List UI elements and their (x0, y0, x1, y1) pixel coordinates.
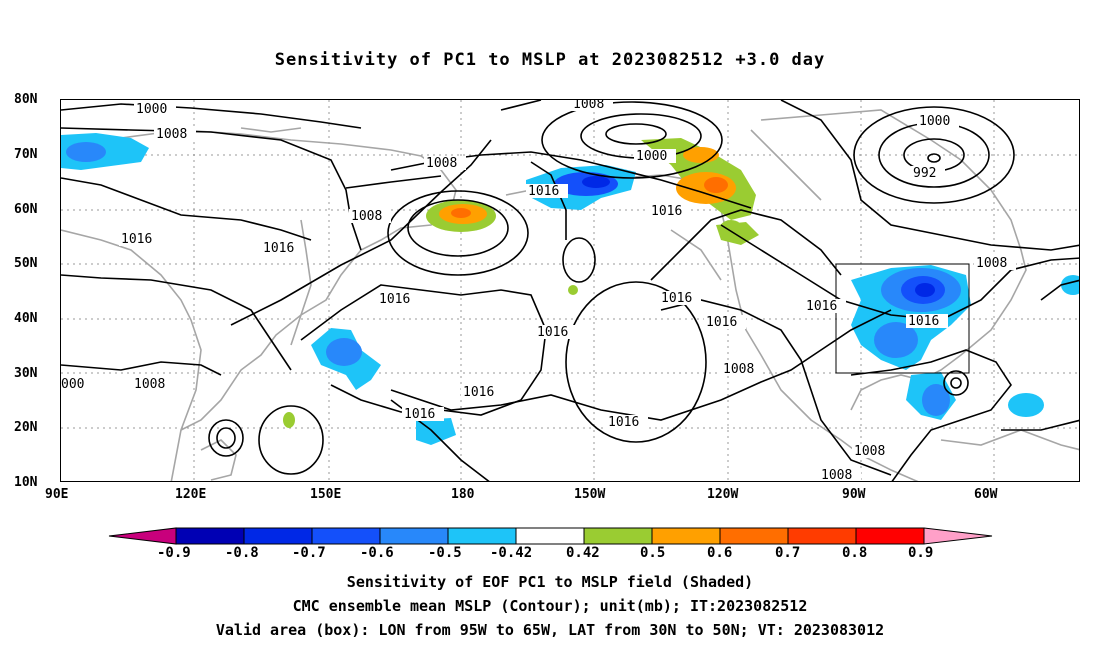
colorbar-arrow-right (923, 527, 993, 545)
colorbar-arrow-left (108, 527, 177, 545)
colorbar-segment (719, 527, 789, 545)
contour-label: 1008 (976, 256, 1007, 271)
colorbar-label: -0.5 (428, 545, 462, 561)
colorbar-label: 0.7 (775, 545, 801, 561)
contour-label: 000 (61, 377, 84, 392)
contour-label: 1000 (919, 114, 950, 129)
contour-label: 1008 (573, 100, 604, 112)
colorbar-segment (787, 527, 857, 545)
colorbar-segment (447, 527, 517, 545)
contour-label: 1008 (723, 362, 754, 377)
lat-label-70n: 70N (14, 147, 38, 162)
lon-label-150w: 150W (574, 487, 606, 502)
colorbar-segment (651, 527, 721, 545)
colorbar (108, 527, 993, 545)
lon-label-150e: 150E (310, 487, 342, 502)
colorbar-segment (855, 527, 925, 545)
colorbar-label: -0.6 (360, 545, 394, 561)
lon-label-120e: 120E (175, 487, 207, 502)
lon-label-90w: 90W (842, 487, 866, 502)
lat-label-60n: 60N (14, 202, 38, 217)
lat-label-40n: 40N (14, 311, 38, 326)
contour-label: 1008 (426, 156, 457, 171)
lat-label-20n: 20N (14, 420, 38, 435)
map-canvas: 1000 1008 1008 1008 1016 1016 1008 1016 … (61, 100, 1079, 482)
contour-label: 1016 (463, 385, 494, 400)
colorbar-label: -0.8 (225, 545, 259, 561)
colorbar-label: 0.5 (640, 545, 666, 561)
contour-label: 1016 (121, 232, 152, 247)
contour-label: 1016 (528, 184, 559, 199)
caption-contour: CMC ensemble mean MSLP (Contour); unit(m… (292, 597, 808, 615)
contour-labels: 1000 1008 1008 1008 1016 1016 1008 1016 … (61, 100, 1016, 482)
colorbar-label: 0.6 (707, 545, 733, 561)
lon-label-120w: 120W (707, 487, 739, 502)
lon-label-180: 180 (451, 487, 475, 502)
colorbar-label: -0.42 (490, 545, 533, 561)
caption-valid-area: Valid area (box): LON from 95W to 65W, L… (215, 621, 885, 639)
contour-label: 1008 (854, 444, 885, 459)
colorbar-segment (583, 527, 653, 545)
valid-area-box (835, 263, 970, 374)
contour-label: 1016 (608, 415, 639, 430)
lat-label-30n: 30N (14, 366, 38, 381)
colorbar-segment (379, 527, 449, 545)
contour-label: 1008 (821, 468, 852, 482)
colorbar-segment (515, 527, 585, 545)
colorbar-segment (175, 527, 245, 545)
contour-label: 992 (913, 166, 936, 181)
colorbar-label: -0.7 (292, 545, 326, 561)
contour-label: 1016 (263, 241, 294, 256)
colorbar-label: -0.9 (157, 545, 191, 561)
contour-label: 1016 (379, 292, 410, 307)
colorbar-label: 0.9 (908, 545, 934, 561)
lon-label-60w: 60W (974, 487, 998, 502)
contour-label: 1016 (706, 315, 737, 330)
map-title: Sensitivity of PC1 to MSLP at 2023082512… (274, 50, 826, 70)
contour-label: 1008 (156, 127, 187, 142)
caption-shaded: Sensitivity of EOF PC1 to MSLP field (Sh… (346, 573, 754, 591)
contour-label: 1016 (908, 314, 939, 329)
map-panel: 1000 1008 1008 1008 1016 1016 1008 1016 … (60, 99, 1080, 482)
lat-label-50n: 50N (14, 256, 38, 271)
lat-label-10n: 10N (14, 475, 38, 490)
contour-label: 1016 (661, 291, 692, 306)
lat-label-80n: 80N (14, 92, 38, 107)
graticule (61, 100, 1079, 481)
contour-label: 1000 (136, 102, 167, 117)
contour-label: 1008 (351, 209, 382, 224)
colorbar-label: 0.8 (842, 545, 868, 561)
contour-label: 1016 (806, 299, 837, 314)
lon-label-90e: 90E (45, 487, 69, 502)
contour-label: 1000 (636, 149, 667, 164)
contour-label: 1016 (537, 325, 568, 340)
colorbar-label: 0.42 (566, 545, 600, 561)
contour-label: 1008 (134, 377, 165, 392)
contour-label: 1016 (404, 407, 435, 422)
coastlines (61, 109, 1079, 481)
colorbar-segment (243, 527, 313, 545)
contour-label: 1016 (651, 204, 682, 219)
colorbar-segment (311, 527, 381, 545)
